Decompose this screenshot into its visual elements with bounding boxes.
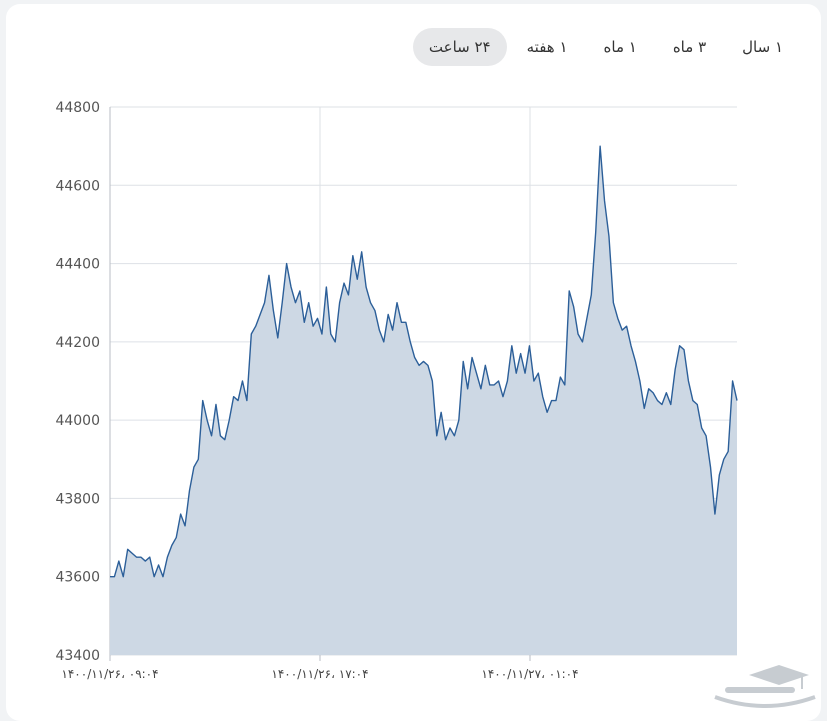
y-tick-label: 43600: [55, 570, 100, 586]
price-line: [110, 145, 738, 578]
price-area-fill: [110, 146, 737, 655]
tab-1-year[interactable]: ۱ سال: [742, 38, 783, 56]
x-tick-label: ۰۱:۰۴ ،۱۴۰۰/۱۱/۲۷: [481, 667, 578, 681]
x-axis-ticks: ۰۹:۰۴ ،۱۴۰۰/۱۱/۲۶ ۱۷:۰۴ ،۱۴۰۰/۱۱/۲۶ ۰۱:۰۴ …: [61, 667, 578, 681]
y-tick-label: 44400: [55, 257, 100, 273]
y-tick-label: 44000: [55, 413, 100, 429]
y-tick-label: 44600: [55, 178, 100, 194]
watermark-logo: [714, 665, 816, 708]
y-tick-label: 43800: [55, 491, 100, 507]
y-tick-label: 44800: [55, 100, 100, 116]
tab-3-months[interactable]: ۳ ماه: [672, 38, 707, 56]
tab-24h[interactable]: ۲۴ ساعت: [412, 28, 507, 66]
x-tick-label: ۱۷:۰۴ ،۱۴۰۰/۱۱/۲۶: [271, 667, 368, 681]
y-tick-label: 44200: [55, 335, 100, 351]
y-tick-label: 43400: [55, 648, 100, 664]
y-axis-ticks: 43400 43600 43800 44000 44200 44400 44600 44800: [55, 100, 100, 664]
tab-1-month[interactable]: ۱ ماه: [603, 38, 637, 56]
time-range-tabs: ۲۴ ساعت ۱ هفته ۱ ماه ۳ ماه ۱ سال: [409, 28, 799, 66]
x-tick-label: ۰۹:۰۴ ،۱۴۰۰/۱۱/۲۶: [61, 667, 158, 681]
tab-1-week[interactable]: ۱ هفته: [526, 38, 568, 56]
